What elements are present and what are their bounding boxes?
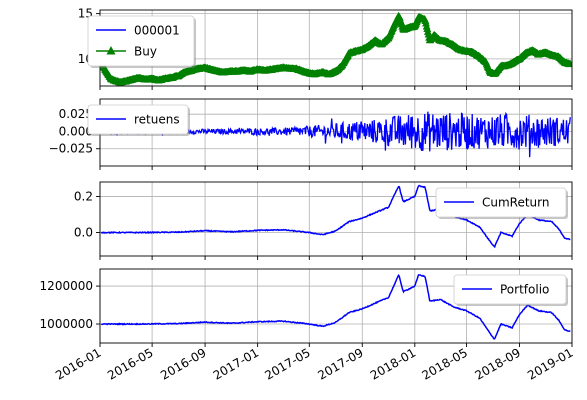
subplot-3: 0.0 0.2 CumReturn <box>74 181 573 260</box>
x-tick-label: 2016-05 <box>105 345 155 382</box>
legend-label: Buy <box>134 45 157 59</box>
x-tick-label: 2018-01 <box>368 345 418 382</box>
x-ticks: 2016-01 2016-05 2016-09 2017-01 2017-05 2017-… <box>53 343 576 383</box>
y-tick-label: −0.025 <box>49 142 93 156</box>
series-group <box>100 184 571 249</box>
legend-marker <box>106 46 116 55</box>
subplot-2: −0.025 0.000 0.025 retuens <box>49 98 573 170</box>
legend-label: CumReturn <box>482 196 550 210</box>
legend: 000001 Buy <box>87 15 196 68</box>
y-tick-label: 1000000 <box>40 317 93 331</box>
x-tick-label: 2016-09 <box>158 345 208 382</box>
legend-box <box>453 274 567 305</box>
line-CumReturn <box>100 184 571 249</box>
y-tick-label: 0.2 <box>74 189 93 203</box>
x-ticks <box>99 86 573 90</box>
series-group <box>100 274 571 340</box>
legend: retuens <box>87 104 190 136</box>
legend-label: Portfolio <box>500 283 549 297</box>
x-tick-label: 2018-09 <box>473 345 523 382</box>
axes-frame <box>99 268 573 344</box>
legend-label: 000001 <box>134 24 180 38</box>
legend-label: retuens <box>134 113 180 127</box>
y-ticks: −0.025 0.000 0.025 <box>49 107 100 156</box>
x-tick-label: 2017-01 <box>211 345 261 382</box>
x-ticks <box>99 256 573 260</box>
x-tick-label: 2017-09 <box>315 345 365 382</box>
y-ticks: 0.0 0.2 <box>74 189 100 240</box>
y-tick-label: 0.0 <box>74 226 93 240</box>
x-tick-label: 2016-01 <box>53 345 103 382</box>
x-tick-label: 2017-05 <box>262 345 312 382</box>
x-tick-label: 2018-05 <box>420 345 470 382</box>
legend-box <box>435 187 567 218</box>
y-tick-label: 0.025 <box>59 107 93 121</box>
line-Buy <box>100 14 571 84</box>
x-ticks <box>99 166 573 170</box>
series-group <box>100 11 572 86</box>
line-Portfolio <box>100 274 571 340</box>
axes-frame <box>99 181 573 257</box>
y-tick-label: 0.000 <box>59 124 93 138</box>
legend: CumReturn <box>435 187 568 219</box>
y-tick-label: 1200000 <box>40 279 93 293</box>
y-ticks: 1000000 1200000 <box>40 279 100 331</box>
legend-box <box>87 104 189 135</box>
legend: Portfolio <box>453 274 568 306</box>
x-tick-label: 2019-01 <box>525 345 575 382</box>
